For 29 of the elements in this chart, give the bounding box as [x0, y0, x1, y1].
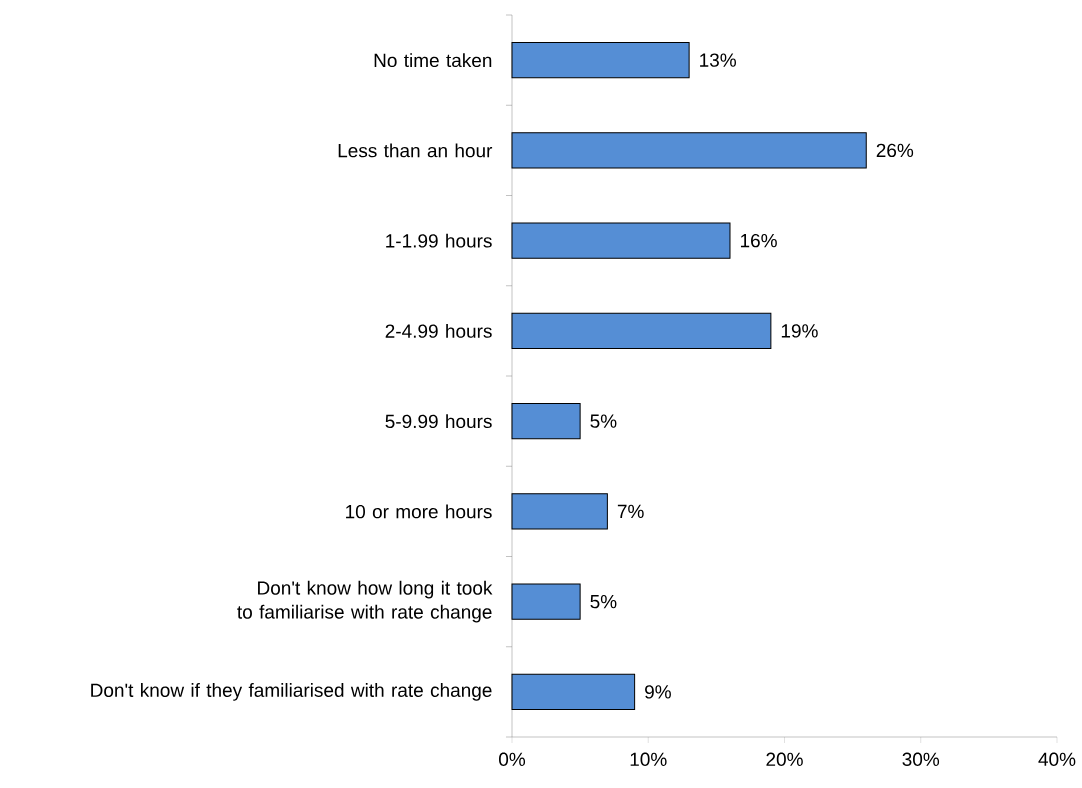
x-tick-label: 10% — [630, 752, 667, 766]
y-tick-label: Less than an hour — [338, 143, 493, 158]
bar — [511, 312, 772, 349]
x-tick-label: 40% — [1038, 752, 1076, 766]
y-tick-label: 2-4.99 hours — [385, 323, 492, 338]
y-tick-label: 1-1.99 hours — [386, 233, 492, 248]
x-tick-label: 30% — [902, 752, 940, 766]
bar — [511, 403, 581, 440]
x-tick-label: 0% — [499, 752, 526, 766]
data-label: 7% — [617, 504, 644, 519]
bar — [511, 42, 690, 79]
data-label: 5% — [590, 414, 617, 428]
data-label: 19% — [781, 324, 818, 338]
bar — [511, 583, 581, 620]
bar — [511, 132, 867, 169]
y-tick-label: Don't know if they familiarised with rate change — [91, 683, 492, 701]
bar — [511, 222, 731, 259]
data-label: 5% — [590, 594, 617, 609]
bar — [511, 493, 608, 530]
data-label: 16% — [740, 233, 777, 248]
x-tick-label: 20% — [766, 752, 803, 766]
y-tick-label: 5-9.99 hours — [385, 414, 492, 429]
y-tick-label: Don't know how long it took to familiarise with rate change — [237, 580, 493, 623]
bar — [511, 673, 636, 710]
data-label: 26% — [876, 143, 914, 158]
data-label: 9% — [645, 685, 671, 699]
data-label: 13% — [700, 53, 736, 67]
y-tick-label: 10 or more hours — [346, 504, 492, 519]
y-tick-label: No time taken — [374, 53, 492, 68]
